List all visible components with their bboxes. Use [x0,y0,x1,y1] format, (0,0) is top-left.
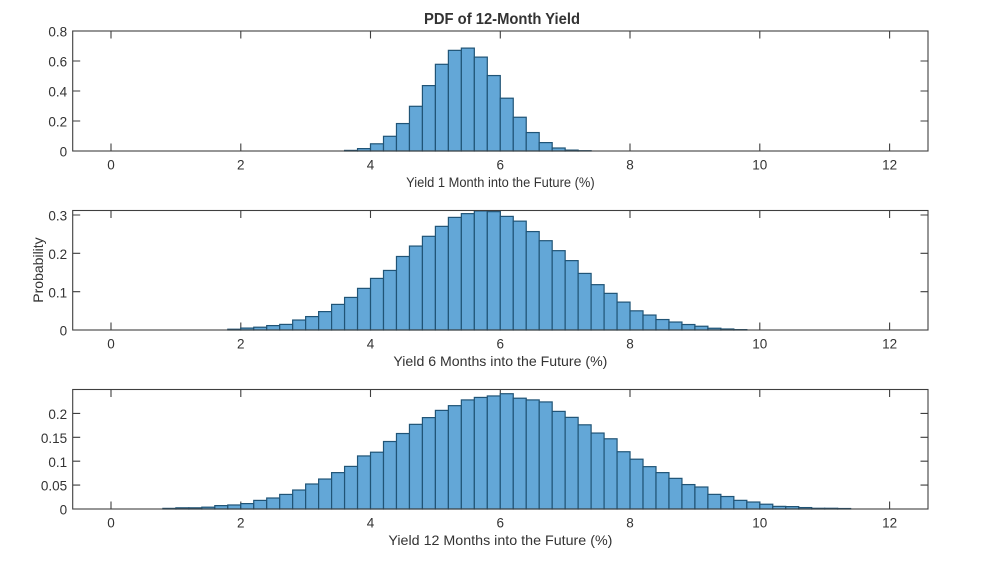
svg-text:6: 6 [497,158,505,173]
svg-text:12: 12 [882,337,897,352]
svg-text:0.2: 0.2 [48,407,67,422]
svg-text:0.1: 0.1 [48,455,67,470]
svg-text:0: 0 [60,503,68,518]
svg-text:0.2: 0.2 [48,115,67,130]
svg-text:0: 0 [107,158,115,173]
svg-text:PDF of 12-Month Yield: PDF of 12-Month Yield [424,11,580,28]
svg-text:0.8: 0.8 [48,25,67,40]
svg-text:12: 12 [882,516,897,531]
svg-text:2: 2 [237,516,245,531]
svg-text:10: 10 [752,158,767,173]
svg-text:0.4: 0.4 [48,85,67,100]
svg-text:0.6: 0.6 [48,55,67,70]
svg-text:8: 8 [626,158,634,173]
svg-text:0: 0 [107,516,115,531]
svg-text:Yield 6 Months into the Future: Yield 6 Months into the Future (%) [393,353,607,369]
svg-text:0.3: 0.3 [48,209,67,224]
svg-text:0: 0 [60,324,68,339]
svg-text:Yield 12 Months into the Futur: Yield 12 Months into the Future (%) [388,532,612,548]
svg-text:0.1: 0.1 [48,285,67,300]
svg-text:12: 12 [882,158,897,173]
svg-text:0: 0 [107,337,115,352]
svg-text:Yield 1 Month into the Future: Yield 1 Month into the Future (%) [406,174,595,190]
svg-text:4: 4 [367,158,375,173]
svg-text:2: 2 [237,337,245,352]
svg-text:0.15: 0.15 [41,431,67,446]
svg-text:6: 6 [497,516,505,531]
svg-text:10: 10 [752,337,767,352]
svg-text:4: 4 [367,516,375,531]
svg-text:2: 2 [237,158,245,173]
svg-text:0.2: 0.2 [48,247,67,262]
svg-text:Probability: Probability [30,237,46,302]
svg-text:10: 10 [752,516,767,531]
svg-text:0.05: 0.05 [41,479,67,494]
svg-text:8: 8 [626,337,634,352]
svg-text:0: 0 [60,145,68,160]
svg-text:8: 8 [626,516,634,531]
svg-text:4: 4 [367,337,375,352]
svg-text:6: 6 [497,337,505,352]
